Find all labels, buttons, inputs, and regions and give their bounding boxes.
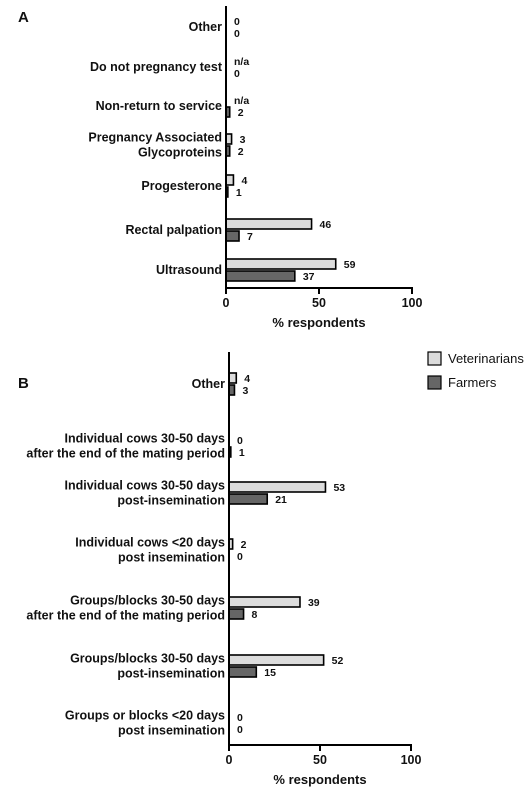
category-label-line: Progesterone <box>141 179 222 193</box>
category-label: Rectal palpation <box>125 223 222 237</box>
x-tick-label: 100 <box>402 296 423 310</box>
legend-label-veterinarians: Veterinarians <box>448 351 524 366</box>
value-label-farmers: 0 <box>234 68 240 80</box>
category-label-line: Individual cows 30-50 days <box>65 432 226 446</box>
bar-veterinarians <box>225 218 313 230</box>
category-label-line: after the end of the mating period <box>26 447 225 461</box>
value-label-veterinarians: 52 <box>332 655 344 667</box>
value-label-veterinarians: 4 <box>244 373 250 385</box>
category-label-line: after the end of the mating period <box>26 609 225 623</box>
category-label-line: post insemination <box>118 551 225 565</box>
value-label-farmers: 15 <box>264 667 276 679</box>
value-label-veterinarians: 39 <box>308 597 320 609</box>
value-label-farmers: 0 <box>237 551 243 563</box>
category-label: Individual cows <20 days post inseminatio… <box>75 536 225 565</box>
category-label: Non-return to service <box>96 99 222 113</box>
category-label: Progesterone <box>141 179 222 193</box>
category-label-line: Individual cows 30-50 days <box>65 479 226 493</box>
panel-label: B <box>18 375 29 392</box>
bar-farmers <box>225 270 296 282</box>
value-label-veterinarians: 59 <box>344 259 356 271</box>
legend-swatch-farmers <box>427 375 442 390</box>
value-label-farmers: 37 <box>303 271 315 283</box>
category-label: Other <box>192 377 225 391</box>
legend: Veterinarians Farmers <box>427 351 524 390</box>
category-label: Groups or blocks <20 days post inseminati… <box>65 709 225 738</box>
value-label-farmers: 21 <box>275 494 287 506</box>
category-label-line: Rectal palpation <box>125 223 222 237</box>
category-label-line: Do not pregnancy test <box>90 60 223 74</box>
bar-veterinarians <box>225 258 337 270</box>
bar-farmers <box>225 230 240 242</box>
x-tick-label: 50 <box>313 753 327 767</box>
value-label-veterinarians: 0 <box>234 16 240 28</box>
bar-farmers <box>228 666 258 678</box>
category-label: Pregnancy Associated Glycoproteins <box>88 131 222 160</box>
category-label-line: Pregnancy Associated <box>88 131 222 145</box>
panel-label: A <box>18 9 29 26</box>
x-tick-label: 0 <box>223 296 230 310</box>
category-label-line: Other <box>189 20 222 34</box>
bar-farmers <box>228 608 245 620</box>
category-label-line: Other <box>192 377 225 391</box>
category-label-line: Groups or blocks <20 days <box>65 709 225 723</box>
bar-veterinarians <box>225 174 235 186</box>
x-axis-label: % respondents <box>272 315 365 330</box>
category-label: Groups/blocks 30-50 days after the end of… <box>26 594 225 623</box>
x-axis-label: % respondents <box>273 772 366 787</box>
category-label-line: post-insemination <box>117 494 225 508</box>
bar-veterinarians <box>228 654 325 666</box>
value-label-farmers: 0 <box>237 724 243 736</box>
value-label-veterinarians: 2 <box>241 539 247 551</box>
bar-farmers <box>228 493 269 505</box>
category-label: Groups/blocks 30-50 days post-inseminatio… <box>70 652 225 681</box>
value-label-veterinarians: 0 <box>237 435 243 447</box>
category-label: Individual cows 30-50 days post-inseminat… <box>65 479 226 508</box>
value-label-veterinarians: 3 <box>240 134 246 146</box>
category-label-line: Ultrasound <box>156 263 222 277</box>
value-label-farmers: 7 <box>247 231 253 243</box>
category-label-line: Individual cows <20 days <box>75 536 225 550</box>
value-label-veterinarians: n/a <box>234 95 249 107</box>
x-tick-label: 100 <box>401 753 422 767</box>
category-label: Other <box>189 20 222 34</box>
value-label-farmers: 1 <box>239 447 245 459</box>
bar-veterinarians <box>228 481 327 493</box>
category-label-line: Groups/blocks 30-50 days <box>70 594 225 608</box>
value-label-veterinarians: 0 <box>237 712 243 724</box>
value-label-farmers: 8 <box>252 609 258 621</box>
value-label-farmers: 2 <box>238 107 244 119</box>
value-label-farmers: 3 <box>242 385 248 397</box>
value-label-farmers: 0 <box>234 28 240 40</box>
category-label-line: Non-return to service <box>96 99 222 113</box>
bar-veterinarians <box>228 596 301 608</box>
legend-label-farmers: Farmers <box>448 375 497 390</box>
category-label: Individual cows 30-50 days after the end … <box>26 432 225 461</box>
category-label: Do not pregnancy test <box>90 60 223 74</box>
category-label-line: post insemination <box>118 724 225 738</box>
value-label-farmers: 1 <box>236 187 242 199</box>
category-label-line: post-insemination <box>117 667 225 681</box>
value-label-veterinarians: 4 <box>241 175 247 187</box>
value-label-veterinarians: 46 <box>320 219 332 231</box>
x-tick-label: 50 <box>312 296 326 310</box>
x-tick-label: 0 <box>226 753 233 767</box>
bar-veterinarians <box>228 372 238 384</box>
category-label: Ultrasound <box>156 263 222 277</box>
category-label-line: Glycoproteins <box>138 146 222 160</box>
value-label-farmers: 2 <box>238 146 244 158</box>
value-label-veterinarians: 53 <box>333 482 345 494</box>
category-label-line: Groups/blocks 30-50 days <box>70 652 225 666</box>
value-label-veterinarians: n/a <box>234 56 249 68</box>
legend-swatch-veterinarians <box>427 351 442 366</box>
